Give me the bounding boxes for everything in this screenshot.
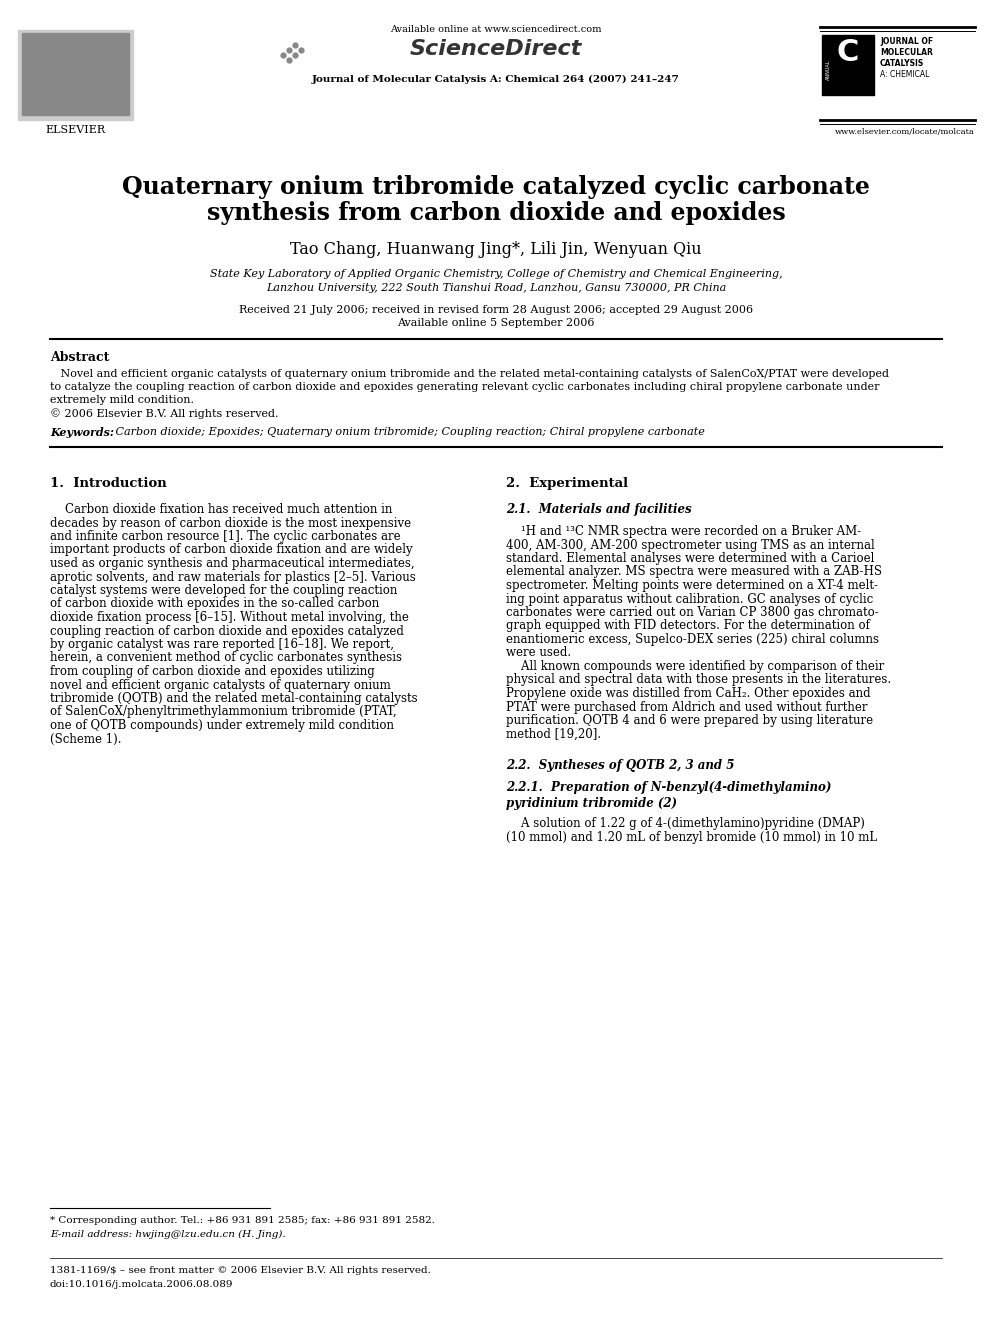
Text: ANNUAL: ANNUAL: [825, 60, 830, 81]
Text: * Corresponding author. Tel.: +86 931 891 2585; fax: +86 931 891 2582.: * Corresponding author. Tel.: +86 931 89…: [50, 1216, 435, 1225]
Text: Abstract: Abstract: [50, 351, 109, 364]
Text: Propylene oxide was distilled from CaH₂. Other epoxides and: Propylene oxide was distilled from CaH₂.…: [506, 687, 871, 700]
Text: herein, a convenient method of cyclic carbonates synthesis: herein, a convenient method of cyclic ca…: [50, 651, 402, 664]
Text: (10 mmol) and 1.20 mL of benzyl bromide (10 mmol) in 10 mL: (10 mmol) and 1.20 mL of benzyl bromide …: [506, 831, 877, 844]
Text: and infinite carbon resource [1]. The cyclic carbonates are: and infinite carbon resource [1]. The cy…: [50, 531, 401, 542]
Text: A: CHEMICAL: A: CHEMICAL: [880, 70, 930, 79]
Text: Lanzhou University, 222 South Tianshui Road, Lanzhou, Gansu 730000, PR China: Lanzhou University, 222 South Tianshui R…: [266, 283, 726, 292]
Text: from coupling of carbon dioxide and epoxides utilizing: from coupling of carbon dioxide and epox…: [50, 665, 375, 677]
Text: Available online 5 September 2006: Available online 5 September 2006: [397, 318, 595, 328]
Text: ScienceDirect: ScienceDirect: [410, 38, 582, 60]
Text: JOURNAL OF: JOURNAL OF: [880, 37, 933, 46]
Text: E-mail address: hwjing@lzu.edu.cn (H. Jing).: E-mail address: hwjing@lzu.edu.cn (H. Ji…: [50, 1230, 286, 1240]
Text: Keywords:: Keywords:: [50, 427, 114, 438]
Text: physical and spectral data with those presents in the literatures.: physical and spectral data with those pr…: [506, 673, 891, 687]
Text: State Key Laboratory of Applied Organic Chemistry, College of Chemistry and Chem: State Key Laboratory of Applied Organic …: [209, 269, 783, 279]
Text: elemental analyzer. MS spectra were measured with a ZAB-HS: elemental analyzer. MS spectra were meas…: [506, 565, 882, 578]
Text: standard. Elemental analyses were determined with a Carioel: standard. Elemental analyses were determ…: [506, 552, 874, 565]
Text: decades by reason of carbon dioxide is the most inexpensive: decades by reason of carbon dioxide is t…: [50, 516, 411, 529]
Text: carbonates were carried out on Varian CP 3800 gas chromato-: carbonates were carried out on Varian CP…: [506, 606, 879, 619]
Text: Tao Chang, Huanwang Jing*, Lili Jin, Wenyuan Qiu: Tao Chang, Huanwang Jing*, Lili Jin, Wen…: [291, 241, 701, 258]
Text: synthesis from carbon dioxide and epoxides: synthesis from carbon dioxide and epoxid…: [206, 201, 786, 225]
Text: novel and efficient organic catalysts of quaternary onium: novel and efficient organic catalysts of…: [50, 679, 391, 692]
Text: Carbon dioxide fixation has received much attention in: Carbon dioxide fixation has received muc…: [50, 503, 393, 516]
Text: 2.  Experimental: 2. Experimental: [506, 478, 628, 490]
Bar: [22, 33, 129, 115]
Text: dioxide fixation process [6–15]. Without metal involving, the: dioxide fixation process [6–15]. Without…: [50, 611, 409, 624]
Text: 2.2.  Syntheses of QOTB 2, 3 and 5: 2.2. Syntheses of QOTB 2, 3 and 5: [506, 759, 734, 773]
Text: 1381-1169/$ – see front matter © 2006 Elsevier B.V. All rights reserved.: 1381-1169/$ – see front matter © 2006 El…: [50, 1266, 431, 1275]
Text: Journal of Molecular Catalysis A: Chemical 264 (2007) 241–247: Journal of Molecular Catalysis A: Chemic…: [312, 75, 680, 85]
Text: aprotic solvents, and raw materials for plastics [2–5]. Various: aprotic solvents, and raw materials for …: [50, 570, 416, 583]
Text: PTAT were purchased from Aldrich and used without further: PTAT were purchased from Aldrich and use…: [506, 700, 867, 713]
Text: of SalenCoX/phenyltrimethylammonium tribromide (PTAT,: of SalenCoX/phenyltrimethylammonium trib…: [50, 705, 397, 718]
Text: Carbon dioxide; Epoxides; Quaternary onium tribromide; Coupling reaction; Chiral: Carbon dioxide; Epoxides; Quaternary oni…: [112, 427, 705, 437]
Text: tribromide (QOTB) and the related metal-containing catalysts: tribromide (QOTB) and the related metal-…: [50, 692, 418, 705]
Text: ELSEVIER: ELSEVIER: [45, 124, 105, 135]
Text: ing point apparatus without calibration. GC analyses of cyclic: ing point apparatus without calibration.…: [506, 593, 873, 606]
Text: CATALYSIS: CATALYSIS: [880, 60, 925, 67]
Text: method [19,20].: method [19,20].: [506, 728, 601, 741]
Text: extremely mild condition.: extremely mild condition.: [50, 396, 194, 405]
Text: enantiomeric excess, Supelco-DEX series (225) chiral columns: enantiomeric excess, Supelco-DEX series …: [506, 632, 879, 646]
Bar: [822, 34, 874, 95]
Text: (Scheme 1).: (Scheme 1).: [50, 733, 121, 745]
Text: used as organic synthesis and pharmaceutical intermediates,: used as organic synthesis and pharmaceut…: [50, 557, 415, 570]
Text: All known compounds were identified by comparison of their: All known compounds were identified by c…: [506, 660, 884, 673]
Text: of carbon dioxide with epoxides in the so-called carbon: of carbon dioxide with epoxides in the s…: [50, 598, 379, 610]
Bar: [18, 30, 133, 120]
Text: pyridinium tribromide (2): pyridinium tribromide (2): [506, 796, 677, 810]
Text: © 2006 Elsevier B.V. All rights reserved.: © 2006 Elsevier B.V. All rights reserved…: [50, 407, 279, 419]
Text: doi:10.1016/j.molcata.2006.08.089: doi:10.1016/j.molcata.2006.08.089: [50, 1279, 233, 1289]
Text: ¹H and ¹³C NMR spectra were recorded on a Bruker AM-: ¹H and ¹³C NMR spectra were recorded on …: [506, 525, 861, 538]
Text: by organic catalyst was rare reported [16–18]. We report,: by organic catalyst was rare reported [1…: [50, 638, 394, 651]
Text: 2.2.1.  Preparation of N-benzyl(4-dimethylamino): 2.2.1. Preparation of N-benzyl(4-dimethy…: [506, 781, 831, 794]
Text: graph equipped with FID detectors. For the determination of: graph equipped with FID detectors. For t…: [506, 619, 870, 632]
Text: catalyst systems were developed for the coupling reaction: catalyst systems were developed for the …: [50, 583, 398, 597]
Text: 1.  Introduction: 1. Introduction: [50, 478, 167, 490]
Text: Available online at www.sciencedirect.com: Available online at www.sciencedirect.co…: [390, 25, 602, 34]
Text: one of QOTB compounds) under extremely mild condition: one of QOTB compounds) under extremely m…: [50, 718, 394, 732]
Text: MOLECULAR: MOLECULAR: [880, 48, 932, 57]
Text: important products of carbon dioxide fixation and are widely: important products of carbon dioxide fix…: [50, 544, 413, 557]
Text: Quaternary onium tribromide catalyzed cyclic carbonate: Quaternary onium tribromide catalyzed cy…: [122, 175, 870, 198]
Text: Received 21 July 2006; received in revised form 28 August 2006; accepted 29 Augu: Received 21 July 2006; received in revis…: [239, 306, 753, 315]
Text: C: C: [837, 38, 859, 67]
Text: A solution of 1.22 g of 4-(dimethylamino)pyridine (DMAP): A solution of 1.22 g of 4-(dimethylamino…: [506, 818, 865, 830]
Text: www.elsevier.com/locate/molcata: www.elsevier.com/locate/molcata: [835, 128, 975, 136]
Text: 400, AM-300, AM-200 spectrometer using TMS as an internal: 400, AM-300, AM-200 spectrometer using T…: [506, 538, 875, 552]
Text: to catalyze the coupling reaction of carbon dioxide and epoxides generating rele: to catalyze the coupling reaction of car…: [50, 382, 880, 392]
Text: Novel and efficient organic catalysts of quaternary onium tribromide and the rel: Novel and efficient organic catalysts of…: [50, 369, 889, 378]
Text: purification. QOTB 4 and 6 were prepared by using literature: purification. QOTB 4 and 6 were prepared…: [506, 714, 873, 728]
Text: coupling reaction of carbon dioxide and epoxides catalyzed: coupling reaction of carbon dioxide and …: [50, 624, 404, 638]
Text: were used.: were used.: [506, 647, 571, 659]
Text: spectrometer. Melting points were determined on a XT-4 melt-: spectrometer. Melting points were determ…: [506, 579, 878, 591]
Text: 2.1.  Materials and facilities: 2.1. Materials and facilities: [506, 503, 691, 516]
